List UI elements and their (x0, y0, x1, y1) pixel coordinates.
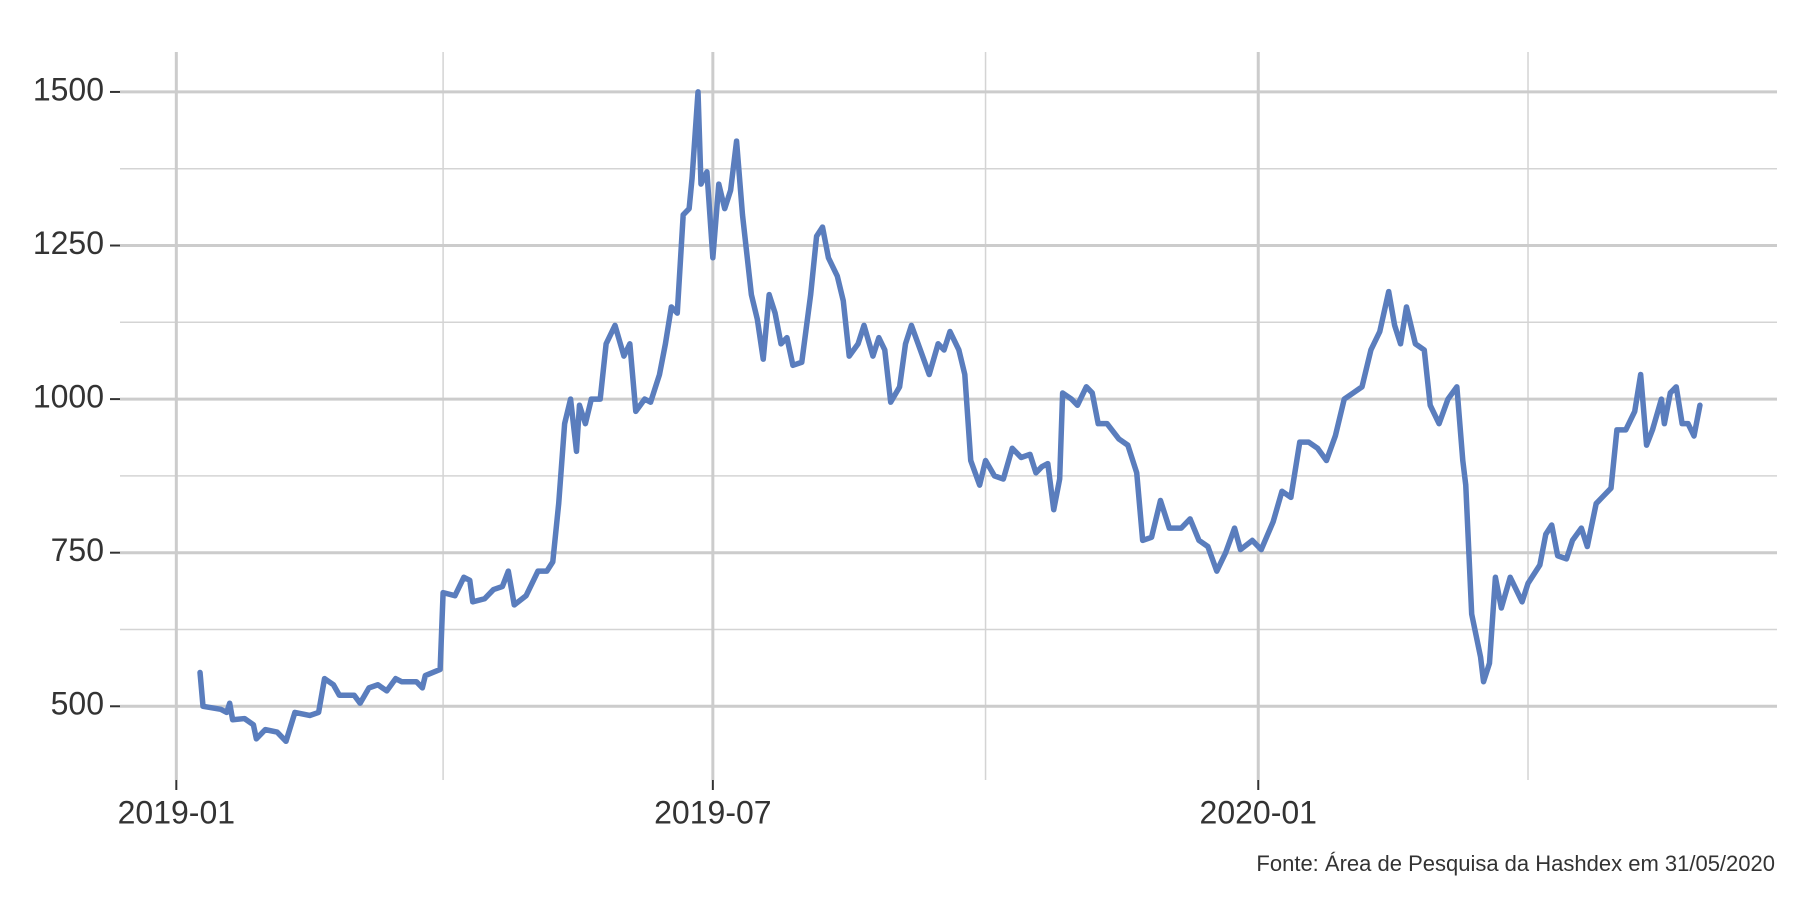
x-tick-label: 2020-01 (1200, 794, 1317, 830)
caption: Fonte: Área de Pesquisa da Hashdex em 31… (1256, 851, 1775, 876)
y-tick-label: 500 (51, 686, 104, 722)
y-tick-label: 1000 (33, 379, 104, 415)
x-tick-label: 2019-01 (118, 794, 235, 830)
data-line (197, 89, 1703, 745)
y-tick-label: 1250 (33, 225, 104, 261)
y-tick-label: 1500 (33, 71, 104, 107)
x-tick-label: 2019-07 (654, 794, 771, 830)
y-tick-label: 750 (51, 532, 104, 568)
